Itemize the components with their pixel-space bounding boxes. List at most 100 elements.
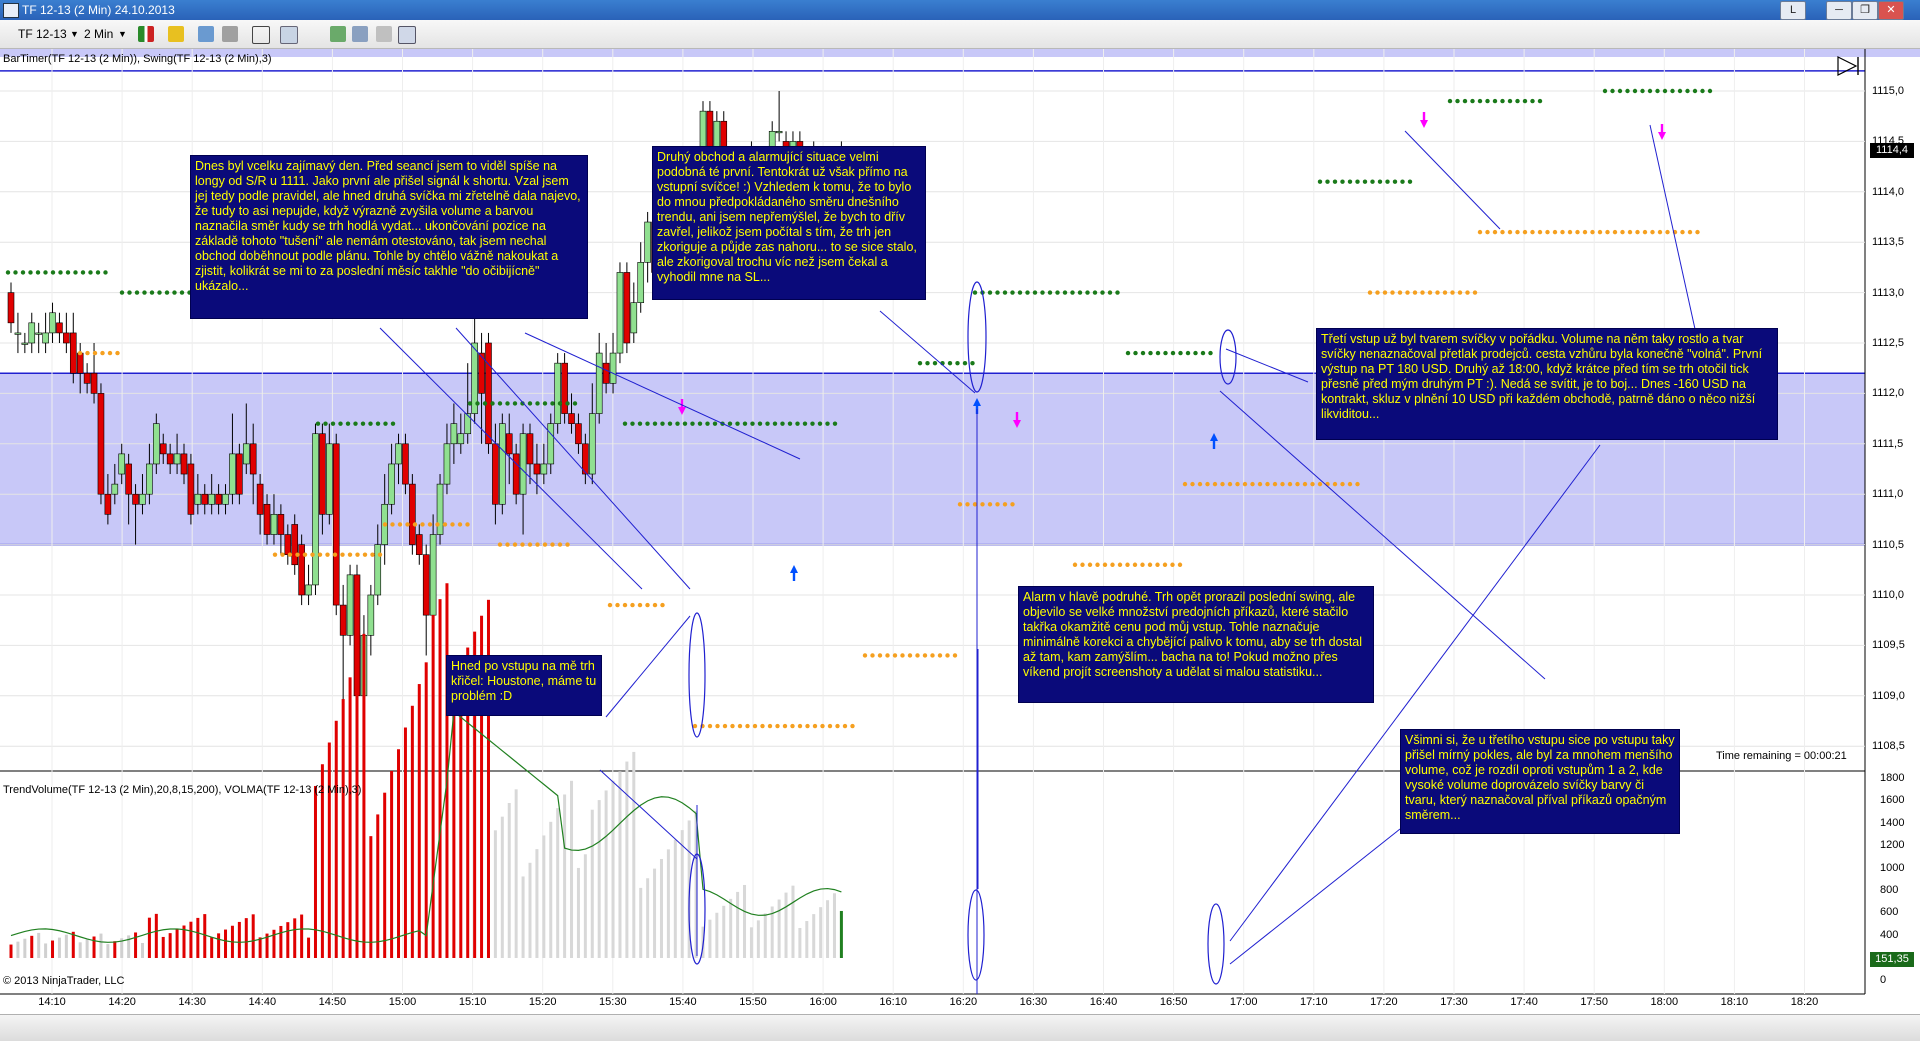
minimize-button[interactable]: ─ [1826,1,1852,20]
price-tick-label: 1113,5 [1872,236,1905,249]
chevron-down-icon[interactable]: ▼ [70,29,79,39]
swing-high-dot [1625,88,1630,94]
swing-low-dot [1642,229,1648,235]
swing-low-dot [1420,290,1425,295]
swing-high-dot [1362,179,1368,184]
properties-icon[interactable] [330,26,346,42]
pencil-icon[interactable] [168,26,184,42]
volume-bar [791,885,795,958]
interval-selector[interactable]: 2 Min [84,27,114,41]
swing-high-dot [1385,179,1390,184]
note-first-trade[interactable]: Dnes byl vcelku zajímavý den. Před seanc… [190,155,588,319]
candle-body [153,423,160,465]
restore-button[interactable]: ❐ [1852,1,1878,20]
instrument-selector[interactable]: TF 12-13 [18,27,67,41]
chevron-down-icon[interactable]: ▼ [118,29,127,39]
volume-bar [300,914,304,958]
candle-body [346,574,354,636]
swing-high-dot [1107,290,1113,295]
note-observation[interactable]: Všimni si, že u třetího vstupu sice po v… [1400,729,1680,834]
swing-low-dot [295,552,300,557]
volume-bar [625,761,629,958]
swing-high-dot [1347,179,1353,184]
swing-high-dot [1085,290,1090,295]
swing-high-dot [1047,290,1053,295]
volume-bar [563,794,567,958]
swing-low-dot [1177,562,1183,567]
swing-high-dot [345,421,351,426]
note-alarm[interactable]: Alarm v hlavě podruhé. Trh opět prorazil… [1018,586,1374,703]
templates-icon[interactable] [352,26,368,42]
swing-high-dot [817,421,823,426]
close-button[interactable]: ✕ [1878,1,1904,20]
swing-low-dot [332,552,338,557]
note-third-trade[interactable]: Třetí vstup už byl tvarem svíčky v pořád… [1316,328,1778,440]
price-panel-header: BarTimer(TF 12-13 (2 Min)), Swing(TF 12-… [3,53,272,65]
swing-high-dot [467,401,473,406]
swing-low-dot [1257,481,1263,487]
swing-low-dot [1412,290,1418,295]
price-volume-chart[interactable] [0,49,1920,1014]
volume-bar [646,878,650,958]
highlight-ellipse [967,281,987,393]
swing-low-dot [325,552,330,557]
swing-high-dot [630,421,635,426]
swing-low-dot [790,723,795,729]
swing-low-dot [1117,562,1123,567]
swing-low-dot [1147,562,1153,567]
time-tick-label: 17:30 [1440,996,1468,1008]
swing-low-dot [1205,481,1210,487]
volume-bar [763,913,767,958]
swing-low-dot [1612,229,1618,235]
swing-low-dot [1552,229,1558,235]
volume-bar [618,771,622,958]
crosshair-icon[interactable] [252,26,270,44]
volume-tick-label: 1600 [1880,794,1905,807]
candle-body [56,322,63,334]
swing-low-dot [420,522,425,527]
swing-high-dot [712,421,718,426]
candle-body [616,272,624,354]
volume-bar [424,662,428,958]
candle-body [305,584,312,596]
swing-low-dot [1272,481,1278,487]
time-tick-label: 17:50 [1580,996,1608,1008]
swing-high-dot [497,401,503,406]
swing-high-dot [735,421,740,426]
annotation-connector [879,310,976,394]
zoom-icon[interactable] [280,26,298,44]
candle-body [561,362,568,414]
swing-low-dot [92,350,98,356]
swing-low-dot [1650,229,1655,235]
highlight-ellipse [967,889,985,981]
volume-bar [805,921,809,958]
volume-bar [480,615,484,958]
swing-high-dot [542,401,548,406]
volume-bar [147,917,151,958]
strategy-icon[interactable] [222,26,238,42]
data-box-icon[interactable] [376,26,392,42]
volume-tick-label: 0 [1880,973,1887,986]
swing-high-dot [315,421,321,426]
indicator-icon[interactable] [198,26,214,42]
candle-body [90,372,98,394]
note-houston[interactable]: Hned po vstupu na mě trh křičel: Houston… [446,655,602,716]
bar-type-icon[interactable] [138,26,154,42]
swing-low-dot [1477,229,1483,235]
note-second-trade[interactable]: Druhý obchod a alarmující situace velmi … [652,146,926,300]
swing-low-dot [317,552,323,557]
annotation-connector [455,327,691,590]
volume-bar [403,727,407,958]
swing-low-dot [505,542,510,547]
swing-high-dot [660,421,665,426]
time-tick-label: 14:30 [178,996,206,1008]
swing-high-dot [1208,350,1213,356]
swing-high-dot [1200,350,1206,356]
volume-bar [535,849,539,958]
price-header-band [0,49,1920,57]
window-icon[interactable] [398,26,416,44]
volume-bar [784,892,788,958]
candle-body [339,604,347,636]
time-tick-label: 15:30 [599,996,627,1008]
link-button[interactable]: L [1780,1,1806,20]
